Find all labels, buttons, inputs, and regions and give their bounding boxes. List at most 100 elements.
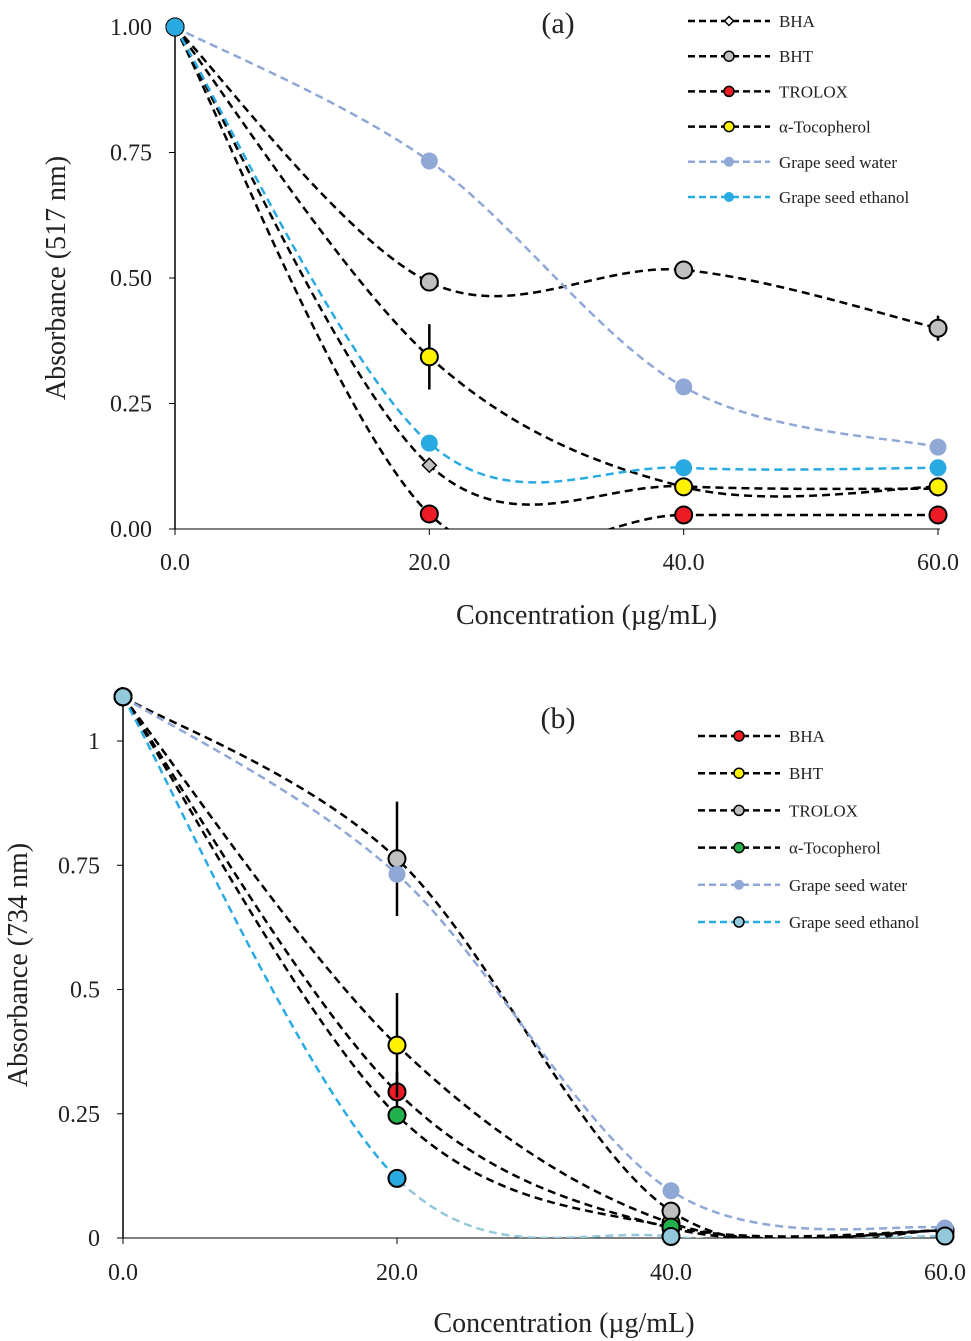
x-tick-label: 40.0 <box>650 1260 692 1286</box>
series-grape-seed-ethanol <box>113 687 955 1247</box>
data-point <box>928 318 948 338</box>
data-point <box>929 438 947 456</box>
x-tick-label: 40.0 <box>663 550 705 576</box>
chart-panel-a: 0.00 0.25 0.50 0.75 1.00 0.0 20.0 40.0 60.0 Conce… <box>41 7 959 631</box>
legend-entry: TROLOX <box>688 82 848 101</box>
x-tick-label: 0.0 <box>108 1260 138 1286</box>
series-line <box>122 695 946 1238</box>
y-tick-label: 0.75 <box>58 853 100 879</box>
x-tick-label: 0.0 <box>160 550 190 576</box>
series-line <box>121 696 946 1238</box>
series-line <box>121 696 946 1238</box>
series-line <box>122 695 946 1238</box>
legend-entry: Grape seed ethanol <box>698 913 920 932</box>
series-line <box>173 26 939 529</box>
legend-marker <box>723 85 735 98</box>
x-tick-label: 60.0 <box>917 550 959 576</box>
data-point <box>388 865 406 883</box>
legend-label: Grape seed water <box>779 153 897 172</box>
series-line <box>174 25 939 449</box>
data-point <box>113 687 133 707</box>
data-point <box>387 849 407 869</box>
series-line <box>173 26 939 506</box>
y-tick-label: 1 <box>88 729 100 755</box>
y-axis-label: Absorbance (517 nm) <box>41 156 72 400</box>
legend-label: BHA <box>779 12 816 31</box>
series-trolox <box>113 687 955 1241</box>
data-point <box>929 459 947 477</box>
data-point <box>419 347 439 367</box>
legend-label: TROLOX <box>779 82 848 101</box>
x-tick-label: 20.0 <box>376 1260 418 1286</box>
data-point <box>661 1227 681 1247</box>
data-point <box>928 477 948 497</box>
legend-label: BHT <box>789 764 824 783</box>
legend-label: BHT <box>779 47 814 66</box>
data-point <box>419 272 439 292</box>
y-tick-label: 1.00 <box>110 15 152 41</box>
y-tick-label: 0.25 <box>110 392 152 418</box>
panel-label: (a) <box>541 7 574 40</box>
legend-entry: Grape seed water <box>698 876 907 895</box>
series-grape-seed-water <box>114 688 954 1237</box>
data-point <box>661 1201 681 1221</box>
series--tocopherol <box>113 687 955 1241</box>
y-axis-label: Absorbance (734 nm) <box>3 843 34 1087</box>
legend-entry: Grape seed ethanol <box>688 188 910 207</box>
series-line <box>174 26 939 330</box>
y-tick-label: 0.5 <box>70 978 100 1004</box>
legend-entry: BHT <box>688 47 814 66</box>
legend-entry: BHA <box>698 727 826 746</box>
data-point <box>662 1182 680 1200</box>
y-tick-label: 0.50 <box>110 266 152 292</box>
data-point <box>419 504 439 524</box>
y-tick-label: 0.75 <box>110 141 152 167</box>
y-tick-label: 0.00 <box>110 517 152 543</box>
legend-marker <box>723 120 735 133</box>
x-tick-label: 60.0 <box>924 1260 966 1286</box>
data-point <box>675 378 693 396</box>
legend-marker <box>733 804 745 817</box>
y-tick-label: 0 <box>88 1226 100 1252</box>
x-tick-label: 20.0 <box>408 550 450 576</box>
x-axis-label: Concentration (µg/mL) <box>433 1308 694 1339</box>
legend-label: α-Tocopherol <box>779 118 871 137</box>
series-grape-seed-ethanol <box>166 18 947 484</box>
legend-label: Grape seed ethanol <box>779 188 910 207</box>
series-bha <box>113 687 955 1241</box>
legend-label: Grape seed water <box>789 876 907 895</box>
legend-marker <box>724 192 734 202</box>
series-line <box>174 26 939 498</box>
data-point <box>674 260 694 280</box>
series-line <box>173 26 939 484</box>
legend-marker <box>733 841 745 854</box>
legend-label: TROLOX <box>789 801 858 820</box>
data-point <box>387 1105 407 1125</box>
legend-label: Grape seed ethanol <box>789 913 920 932</box>
x-axis-label: Concentration (µg/mL) <box>456 600 717 631</box>
legend-entry: Grape seed water <box>688 153 897 172</box>
legend-entry: α-Tocopherol <box>688 118 871 137</box>
panel-label: (b) <box>541 702 576 735</box>
legend-marker <box>723 50 735 62</box>
data-point <box>674 477 694 497</box>
data-point <box>675 459 693 477</box>
data-point <box>166 18 184 36</box>
data-point <box>674 505 694 525</box>
data-point <box>387 1168 407 1188</box>
legend-marker <box>733 916 745 928</box>
data-point <box>421 457 438 474</box>
data-point <box>935 1226 955 1246</box>
legend-marker <box>733 767 745 779</box>
legend-entry: α-Tocopherol <box>698 839 881 858</box>
legend-marker <box>734 879 744 890</box>
data-point <box>928 505 948 525</box>
data-point <box>420 434 438 452</box>
data-point <box>420 152 438 170</box>
legend-label: α-Tocopherol <box>789 839 881 858</box>
legend-marker <box>724 156 734 167</box>
legend-marker <box>723 15 735 27</box>
legend-entry: TROLOX <box>698 801 858 820</box>
data-point <box>387 1035 407 1055</box>
